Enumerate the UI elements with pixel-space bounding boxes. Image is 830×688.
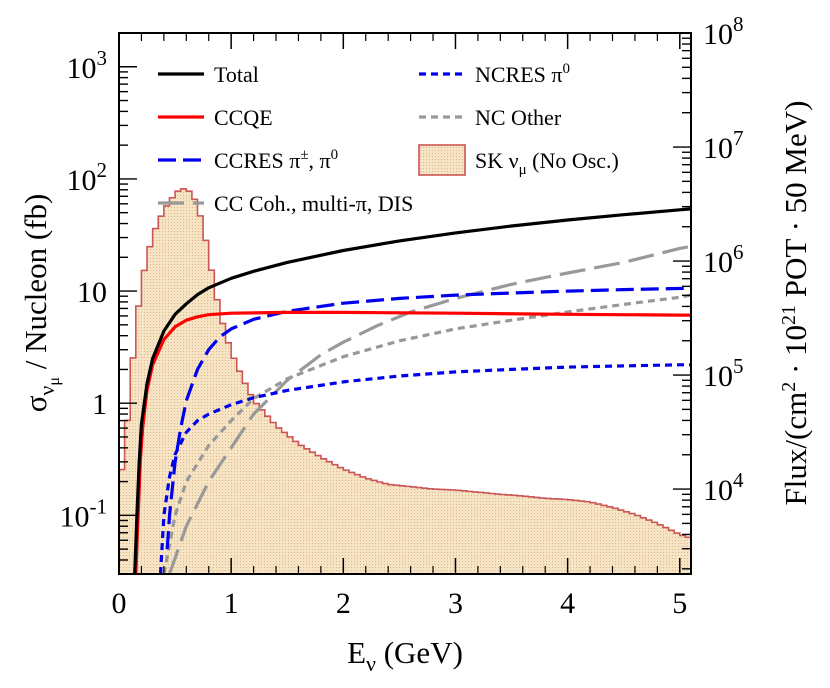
legend-entry: NC Other [419,105,562,130]
legend: Total CCQE CCRES π±, π0 CC Coh., multi-π, D… [158,61,619,216]
legend-label: SK νμ (No Osc.) [475,148,619,178]
series-lines [133,207,691,574]
y2-tick-label: 108 [703,12,744,51]
series-line-total [133,207,691,574]
legend-entry: SK νμ (No Osc.) [418,144,619,178]
legend-label: NC Other [475,105,562,130]
y-tick-label: 10 [77,276,107,309]
x-axis-title: Eν (GeV) [347,635,463,676]
legend-entry: CC Coh., multi-π, DIS [158,191,413,216]
x-tick-label: 5 [672,587,687,620]
legend-entry: NCRES π0 [419,61,570,87]
y2-tick-label: 105 [703,354,744,393]
x-tick-label: 3 [448,587,463,620]
series-line-ccres-0 [165,286,691,550]
legend-label: CCQE [214,105,273,130]
y-axis-title: σνμ / Nucleon (fb) [18,194,63,413]
axis-ticks: 0 1 2 3 4 5 10-1 1 10 102 103 104 105 106 107 108 [60,12,745,620]
x-tick-label: 4 [560,587,575,620]
y-tick-label: 103 [67,46,108,85]
y2-tick-label: 106 [703,240,744,279]
y-tick-label: 10-1 [60,494,108,533]
legend-label: CCRES π±, π0 [214,147,338,173]
y2-tick-label: 107 [703,126,744,165]
y2-axis-title: Flux/(cm2 · 1021 POT · 50 MeV) [778,101,813,506]
legend-entry: Total [158,62,259,87]
flux-histogram-bars [119,188,691,574]
legend-entry: CCRES π±, π0 [158,147,338,173]
series-line-nc-other [162,293,691,574]
y2-tick-label: 104 [703,468,744,507]
plot-frame [118,32,692,575]
legend-label: NCRES π0 [475,61,570,87]
x-tick-label: 1 [224,587,239,620]
legend-entry: CCQE [158,105,273,130]
legend-label: Total [214,62,259,87]
legend-swatch-histogram [418,144,466,176]
x-tick-label: 0 [112,587,127,620]
y-tick-label: 102 [67,158,108,197]
x-tick-label: 2 [336,587,351,620]
legend-label: CC Coh., multi-π, DIS [214,191,413,216]
flux-histogram [119,188,691,574]
y-tick-label: 1 [92,388,107,421]
series-line-cc-coh-multi-dis [167,244,691,574]
